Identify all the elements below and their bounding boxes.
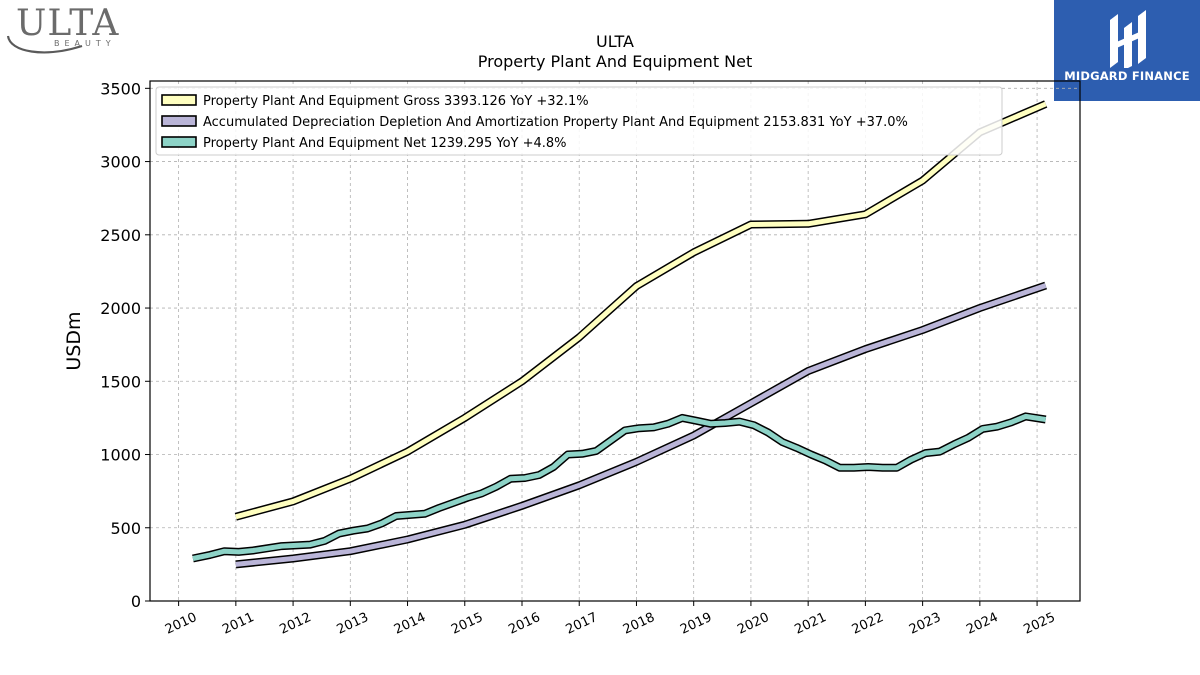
series-line-2 (192, 413, 1047, 561)
chart-grid (150, 81, 1080, 602)
y-tick-label: 500 (110, 519, 141, 538)
legend-label-2: Property Plant And Equipment Net 1239.29… (203, 136, 567, 151)
y-tick-label: 0 (131, 592, 141, 611)
legend-swatch-2 (161, 136, 197, 148)
plot-frame (149, 80, 1081, 602)
x-tick-label: 2013 (335, 610, 371, 638)
ulta-logo: ULTA BEAUTY (4, 2, 134, 58)
y-tick-label: 3500 (100, 79, 141, 98)
x-tick-label: 2025 (1021, 610, 1057, 638)
x-tick-label: 2010 (163, 610, 199, 638)
legend-box (155, 86, 1003, 156)
y-tick-label: 2000 (100, 299, 141, 318)
ulta-logo-graphic: ULTA BEAUTY (6, 3, 119, 54)
x-tick-label: 2021 (793, 610, 829, 638)
ulta-logo-text: ULTA (16, 3, 119, 44)
y-tick-label: 3000 (100, 153, 141, 172)
x-tick-label: 2016 (506, 610, 542, 638)
x-tick-label: 2012 (277, 610, 313, 638)
x-tick-label: 2018 (621, 610, 657, 638)
series-line-1 (235, 283, 1047, 567)
x-tick-label: 2017 (564, 610, 600, 638)
legend-swatch-1 (161, 115, 197, 127)
x-tick-label: 2015 (449, 610, 485, 638)
midgard-finance-logo: MIDGARD FINANCE (1054, 0, 1200, 101)
x-tick-label: 2022 (850, 610, 886, 638)
x-tick-label: 2014 (392, 610, 428, 638)
chart-legend: Property Plant And Equipment Gross 3393.… (155, 86, 1003, 156)
midgard-emblem-icon (1110, 10, 1146, 68)
series-line-0 (235, 101, 1047, 520)
x-tick-label: 2020 (735, 610, 771, 638)
legend-swatch-0 (161, 94, 197, 106)
x-tick-label: 2024 (964, 610, 1000, 638)
y-tick-label: 1000 (100, 446, 141, 465)
chart-series (192, 100, 1048, 569)
ulta-logo-subtext: BEAUTY (54, 39, 116, 48)
midgard-finance-text: MIDGARD FINANCE (1064, 69, 1190, 83)
y-axis-label: USDm (63, 311, 85, 370)
x-tick-label: 2019 (678, 610, 714, 638)
x-tick-label: 2011 (220, 610, 256, 638)
y-tick-label: 2500 (100, 226, 141, 245)
ulta-logo-swoosh (6, 35, 83, 54)
legend-label-0: Property Plant And Equipment Gross 3393.… (203, 94, 589, 109)
legend-label-1: Accumulated Depreciation Depletion And A… (203, 115, 908, 130)
chart-title: ULTA (596, 32, 634, 51)
chart-subtitle: Property Plant And Equipment Net (477, 52, 753, 71)
y-tick-label: 1500 (100, 372, 141, 391)
x-tick-label: 2023 (907, 610, 943, 638)
